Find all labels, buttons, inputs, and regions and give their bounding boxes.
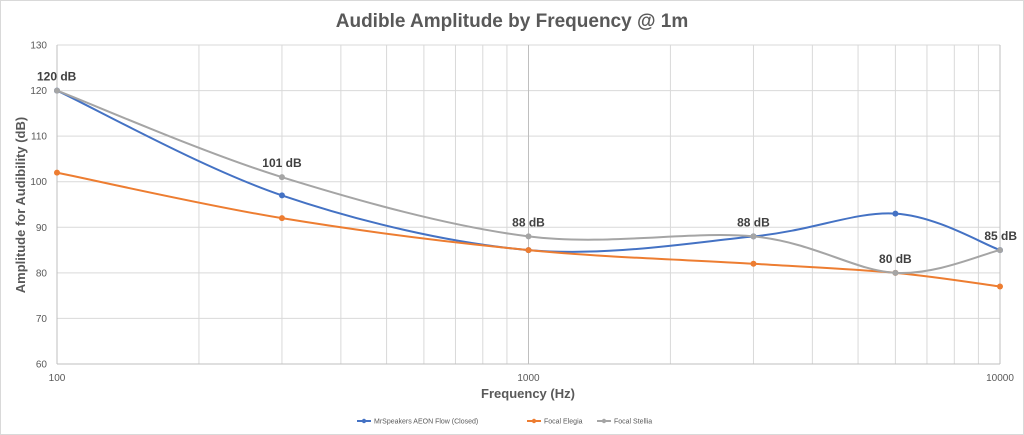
data-point (525, 247, 532, 254)
y-axis-title: Amplitude for Audibility (dB) (13, 117, 28, 293)
data-point (278, 215, 285, 222)
data-labels: 120 dB 101 dB 88 dB 88 dB 80 dB 85 dB (37, 70, 1017, 266)
legend-label: Focal Elegia (544, 419, 583, 426)
legend-marker (601, 418, 607, 424)
data-point (54, 87, 60, 94)
data-point (997, 283, 1003, 290)
y-tick-label: 100 (30, 177, 47, 188)
data-point (892, 269, 899, 276)
chart-title: Audible Amplitude by Frequency @ 1m (336, 11, 688, 32)
y-tick-label: 120 (30, 86, 47, 97)
legend-marker (531, 418, 537, 424)
legend-marker (361, 418, 367, 424)
y-axis-ticks: 60 70 80 90 100 110 120 130 (30, 41, 47, 371)
data-point (278, 174, 285, 181)
series-lines (54, 87, 1003, 290)
y-tick-label: 130 (30, 41, 47, 52)
legend-label: MrSpeakers AEON Flow (Closed) (374, 419, 478, 426)
data-point (278, 192, 285, 199)
y-tick-label: 70 (36, 314, 48, 325)
x-axis-ticks: 100 1000 10000 (49, 373, 1015, 384)
data-point (750, 233, 757, 240)
data-point (892, 210, 899, 217)
y-tick-label: 90 (36, 223, 48, 234)
data-label: 85 dB (984, 229, 1017, 243)
x-axis-title: Frequency (Hz) (481, 386, 575, 401)
x-tick-label: 10000 (986, 373, 1014, 384)
y-tick-label: 60 (36, 360, 48, 371)
data-label: 120 dB (37, 70, 77, 84)
data-point (997, 247, 1003, 254)
y-tick-label: 80 (36, 268, 48, 279)
y-tick-label: 110 (31, 132, 47, 143)
legend: MrSpeakers AEON Flow (Closed) Focal Elegi… (357, 419, 652, 426)
data-point (525, 233, 532, 240)
data-point (750, 260, 757, 267)
legend-label: Focal Stellia (614, 419, 652, 426)
data-label: 101 dB (262, 156, 302, 170)
grid (56, 44, 1001, 365)
data-label: 88 dB (512, 215, 545, 229)
data-label: 88 dB (737, 215, 770, 229)
data-label: 80 dB (879, 252, 912, 266)
x-tick-label: 100 (49, 373, 66, 384)
data-point (54, 169, 60, 176)
x-tick-label: 1000 (517, 373, 540, 384)
